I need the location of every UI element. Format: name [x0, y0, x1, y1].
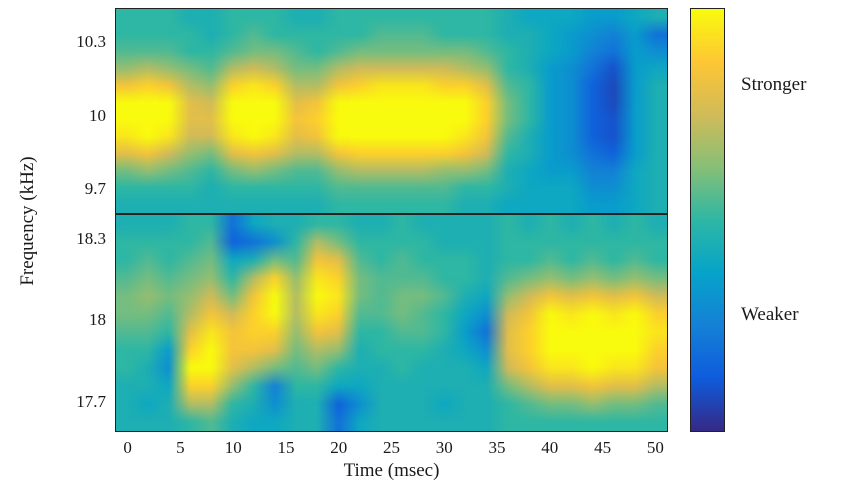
heatmap-panel-10khz — [115, 8, 668, 214]
x-tick-label: 10 — [224, 438, 242, 457]
y-tick-label: 10 — [89, 105, 106, 125]
x-tick-label: 0 — [123, 438, 132, 457]
heatmap-canvas-18khz — [116, 215, 667, 431]
colorbar-label-stronger: Stronger — [741, 74, 807, 95]
x-tick-label: 35 — [488, 438, 506, 457]
x-tick-label: 40 — [541, 438, 559, 457]
x-tick-label: 5 — [176, 438, 185, 457]
y-tick-label: 10.3 — [76, 32, 106, 52]
y-tick-label: 9.7 — [84, 179, 106, 199]
colorbar-gradient — [691, 9, 724, 431]
x-tick-label: 50 — [646, 438, 664, 457]
y-tick-label: 18.3 — [76, 228, 106, 248]
colorbar — [690, 8, 725, 432]
heatmap-canvas-10khz — [116, 9, 667, 213]
x-tick-label: 25 — [383, 438, 400, 457]
x-tick-label: 15 — [277, 438, 295, 457]
x-tick-label: 45 — [594, 438, 612, 457]
colorbar-label-weaker: Weaker — [741, 304, 799, 325]
x-tick-label: 30 — [435, 438, 453, 457]
y-axis-label: Frequency (kHz) — [17, 156, 38, 286]
x-axis-label: Time (msec) — [343, 460, 440, 481]
y-tick-label: 17.7 — [76, 392, 106, 412]
y-tick-label: 18 — [89, 310, 106, 330]
heatmap-panel-18khz — [115, 214, 668, 432]
x-tick-label: 20 — [330, 438, 348, 457]
